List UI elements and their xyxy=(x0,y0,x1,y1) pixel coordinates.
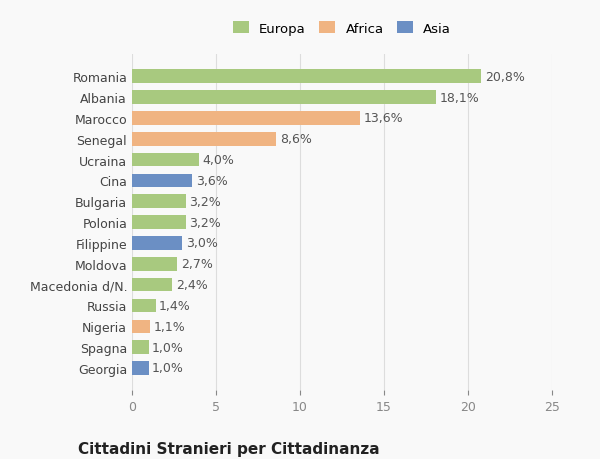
Bar xyxy=(132,153,199,167)
Text: 3,6%: 3,6% xyxy=(196,174,227,188)
Bar xyxy=(132,361,149,375)
Text: 2,4%: 2,4% xyxy=(176,279,208,291)
Text: 4,0%: 4,0% xyxy=(203,154,235,167)
Bar xyxy=(132,133,277,146)
Text: 18,1%: 18,1% xyxy=(439,91,479,104)
Text: 20,8%: 20,8% xyxy=(485,71,524,84)
Text: 13,6%: 13,6% xyxy=(364,112,403,125)
Bar xyxy=(132,91,436,105)
Text: 1,0%: 1,0% xyxy=(152,362,184,375)
Bar xyxy=(132,174,193,188)
Bar xyxy=(132,195,186,208)
Legend: Europa, Africa, Asia: Europa, Africa, Asia xyxy=(229,18,455,39)
Text: 2,7%: 2,7% xyxy=(181,257,212,271)
Bar xyxy=(132,299,155,313)
Bar xyxy=(132,112,361,125)
Bar xyxy=(132,341,149,354)
Text: 1,1%: 1,1% xyxy=(154,320,185,333)
Text: 1,0%: 1,0% xyxy=(152,341,184,354)
Text: 3,2%: 3,2% xyxy=(189,216,221,229)
Text: 8,6%: 8,6% xyxy=(280,133,312,146)
Bar xyxy=(132,257,178,271)
Bar xyxy=(132,278,172,292)
Bar xyxy=(132,70,481,84)
Bar xyxy=(132,320,151,333)
Bar xyxy=(132,216,186,230)
Text: Cittadini Stranieri per Cittadinanza: Cittadini Stranieri per Cittadinanza xyxy=(78,441,380,456)
Bar xyxy=(132,237,182,250)
Text: 3,0%: 3,0% xyxy=(186,237,218,250)
Text: 3,2%: 3,2% xyxy=(189,196,221,208)
Text: 1,4%: 1,4% xyxy=(159,299,191,312)
